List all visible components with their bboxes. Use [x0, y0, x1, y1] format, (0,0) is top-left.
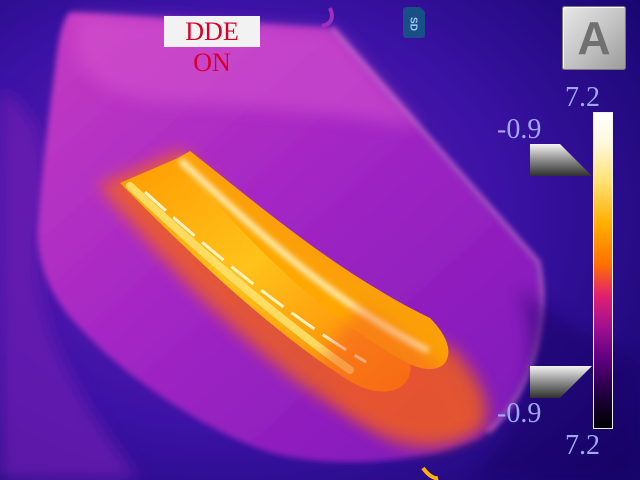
- lower-span-handle[interactable]: [530, 366, 592, 398]
- scale-max-top-label: 7.2: [565, 82, 600, 113]
- slot-hot-core: [126, 182, 354, 374]
- scale-max-bottom-label: 7.2: [565, 430, 600, 461]
- upper-span-value: -0.9: [497, 114, 542, 145]
- sd-card-label: SD: [408, 17, 419, 31]
- lower-span-value: -0.9: [497, 398, 542, 429]
- upper-span-handle[interactable]: [530, 144, 592, 176]
- toaster-top-highlight: [75, 15, 420, 128]
- bottom-hot-spot: [421, 466, 439, 480]
- toaster-slot-left: [120, 158, 411, 392]
- sd-card-icon: SD: [403, 7, 425, 38]
- lower-glow: [320, 305, 471, 449]
- left-warm-edge: [0, 90, 140, 480]
- temperature-colorbar: [593, 112, 613, 429]
- toaster-slot-right: [178, 151, 449, 370]
- auto-mode-button[interactable]: A: [562, 6, 626, 70]
- cord: [321, 7, 334, 28]
- dde-status-label: DDE ON: [164, 16, 260, 77]
